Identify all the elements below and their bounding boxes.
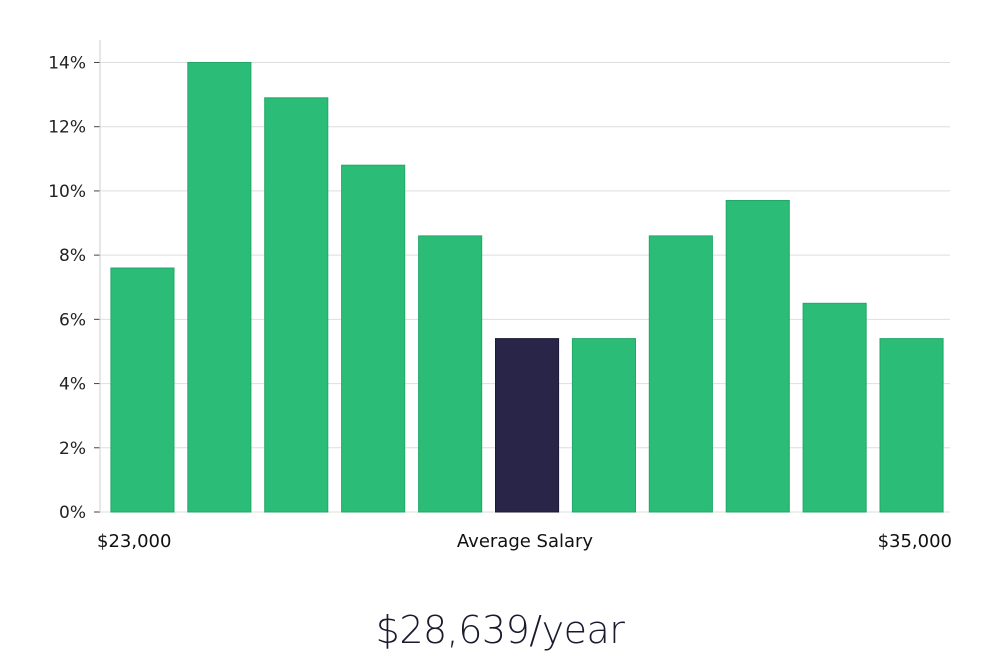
y-tick-label: 6% <box>59 310 86 330</box>
bar <box>264 97 329 513</box>
y-tick-label: 4% <box>59 375 86 395</box>
salary-distribution-chart: 0% 2% 4% 6% 8% 10% 12% 14% $23,000 Average Sala… <box>48 40 952 552</box>
x-axis-label: Average Salary <box>457 531 594 552</box>
x-max-label: $35,000 <box>878 531 952 552</box>
y-tick-label: 10% <box>48 182 86 202</box>
y-axis-ticks: 0% 2% 4% 6% 8% 10% 12% 14% <box>48 53 100 523</box>
bar <box>187 62 252 513</box>
bar <box>110 267 175 513</box>
x-min-label: $23,000 <box>97 531 171 552</box>
average-salary-value: $28,639/year <box>375 608 625 652</box>
bar <box>571 338 637 513</box>
bar <box>879 338 944 513</box>
bar <box>341 164 406 513</box>
bar <box>802 302 867 513</box>
bars <box>110 62 944 513</box>
bar <box>648 235 713 513</box>
y-tick-label: 2% <box>59 439 86 459</box>
y-tick-label: 0% <box>59 503 86 523</box>
bar-highlighted <box>495 338 560 513</box>
y-tick-label: 12% <box>48 118 86 138</box>
bar <box>725 200 790 513</box>
y-tick-label: 14% <box>48 53 86 73</box>
bar <box>418 235 483 513</box>
y-tick-label: 8% <box>59 246 86 266</box>
